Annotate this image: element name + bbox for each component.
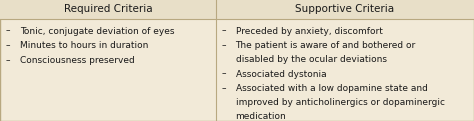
Text: disabled by the ocular deviations: disabled by the ocular deviations	[236, 55, 387, 64]
Text: –: –	[221, 70, 226, 79]
Text: Associated with a low dopamine state and: Associated with a low dopamine state and	[236, 84, 428, 93]
Text: Required Criteria: Required Criteria	[64, 4, 152, 14]
Text: Associated dystonia: Associated dystonia	[236, 70, 326, 79]
Text: –: –	[221, 84, 226, 93]
FancyBboxPatch shape	[0, 0, 216, 19]
Text: –: –	[6, 56, 10, 65]
FancyBboxPatch shape	[216, 0, 474, 19]
Text: Minutes to hours in duration: Minutes to hours in duration	[20, 41, 148, 50]
Text: Consciousness preserved: Consciousness preserved	[20, 56, 135, 65]
Text: –: –	[6, 41, 10, 50]
Text: Preceded by anxiety, discomfort: Preceded by anxiety, discomfort	[236, 27, 383, 36]
Text: –: –	[6, 27, 10, 36]
Text: medication: medication	[236, 112, 286, 121]
Text: –: –	[221, 27, 226, 36]
Text: The patient is aware of and bothered or: The patient is aware of and bothered or	[236, 41, 416, 50]
Text: Tonic, conjugate deviation of eyes: Tonic, conjugate deviation of eyes	[20, 27, 174, 36]
Text: –: –	[221, 41, 226, 50]
Text: improved by anticholinergics or dopaminergic: improved by anticholinergics or dopamine…	[236, 98, 445, 107]
Text: Supportive Criteria: Supportive Criteria	[295, 4, 394, 14]
